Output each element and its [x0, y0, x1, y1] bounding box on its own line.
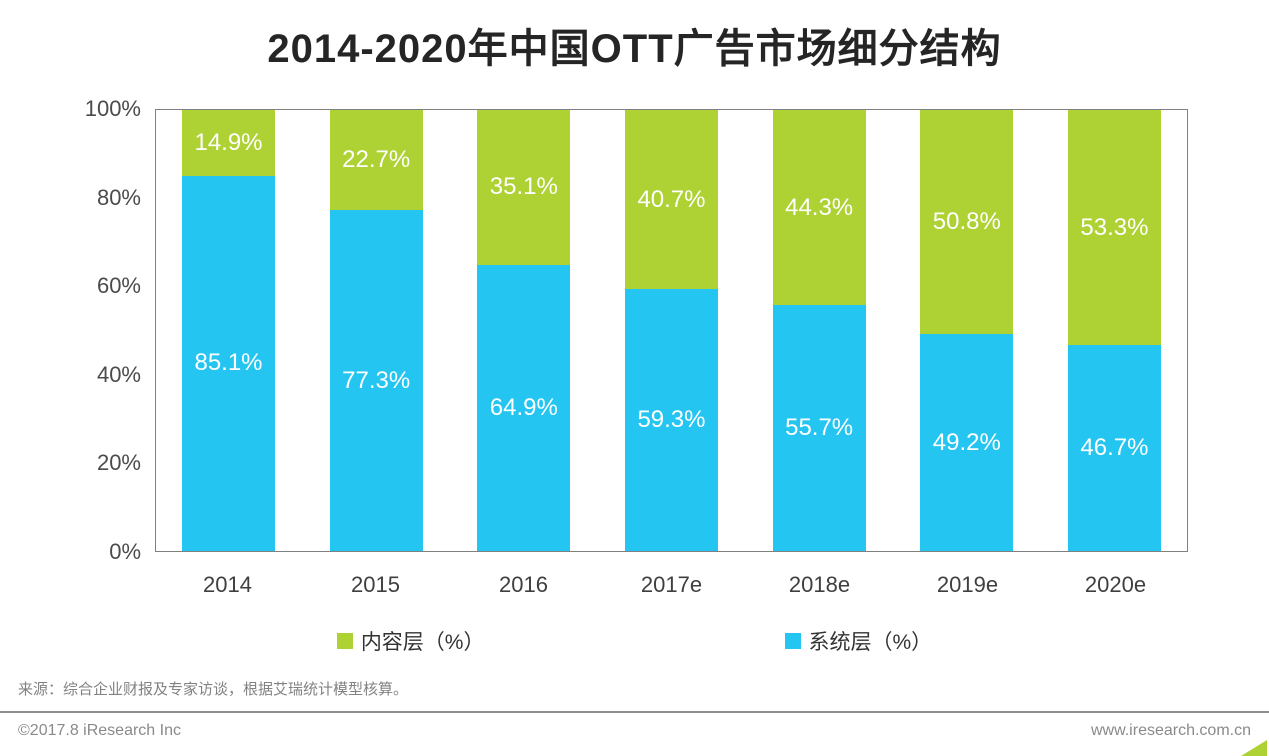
bar-value-label: 50.8% — [932, 208, 1001, 235]
bar-value-label: 14.9% — [194, 128, 263, 156]
x-tick-label: 2014 — [203, 572, 252, 597]
y-tick-label: 40% — [96, 361, 141, 387]
y-tick-label: 20% — [96, 450, 141, 476]
bar-value-label: 64.9% — [489, 393, 558, 421]
legend-item: 系统层（%） — [784, 626, 933, 656]
bar-value-label: 77.3% — [342, 366, 411, 394]
x-axis: 2014 2015 2016 2017e 2018e 2019e 2020e — [155, 572, 1188, 598]
legend: 内容层（%） 系统层（%） — [0, 626, 1269, 656]
bar-column: 22.7% 77.3% — [329, 110, 423, 551]
bar-segment: 77.3% — [329, 210, 423, 551]
bar-column: 53.3% 46.7% — [1067, 110, 1161, 551]
x-tick-label: 2016 — [499, 572, 548, 597]
x-tick-label: 2015 — [351, 572, 400, 597]
bar-segment: 55.7% — [772, 305, 866, 551]
y-tick-label: 60% — [96, 273, 141, 299]
legend-item: 内容层（%） — [336, 626, 485, 656]
y-tick-label: 100% — [84, 96, 141, 121]
bar-segment: 14.9% — [182, 110, 275, 176]
y-tick-label: 80% — [96, 184, 141, 210]
bar-segment: 50.8% — [920, 110, 1014, 335]
website-url: www.iresearch.com.cn — [1090, 722, 1251, 739]
bar-column: 14.9% 85.1% — [182, 110, 275, 551]
bar-segment: 49.2% — [920, 334, 1014, 551]
bar-value-label: 55.7% — [785, 414, 854, 442]
bar-segment: 64.9% — [477, 264, 571, 551]
bar-segment: 35.1% — [477, 110, 571, 265]
legend-label: 系统层（%） — [808, 631, 933, 654]
bar-value-label: 44.3% — [785, 193, 854, 221]
x-tick-label: 2020e — [1084, 572, 1147, 597]
y-tick-label: 0% — [109, 539, 141, 564]
bar-segment: 44.3% — [772, 110, 866, 306]
x-tick-label: 2019e — [936, 572, 999, 597]
legend-label: 内容层（%） — [360, 631, 485, 654]
bar-value-label: 53.3% — [1080, 213, 1149, 241]
bar-column: 35.1% 64.9% — [477, 110, 571, 551]
x-tick-label: 2018e — [788, 572, 851, 597]
bar-segment: 59.3% — [624, 289, 718, 551]
plot-area: 14.9% 85.1% 22.7% 77.3% 35.1% 64.9% 40.7% 59.3%… — [155, 109, 1188, 552]
x-tick-label: 2017e — [640, 572, 703, 597]
source-note: 来源：综合企业财报及专家访谈，根据艾瑞统计模型核算。 — [18, 681, 409, 698]
bar-value-label: 40.7% — [637, 185, 706, 213]
copyright-text: ©2017.8 iResearch Inc — [18, 722, 181, 739]
y-axis: 100% 80% 60% 40% 20% 0% — [0, 96, 141, 564]
bar-value-label: 59.3% — [637, 406, 706, 434]
bar-segment: 46.7% — [1067, 345, 1161, 551]
bar-segment: 22.7% — [329, 110, 423, 211]
legend-swatch — [784, 633, 801, 649]
chart-title: 2014-2020年中国OTT广告市场细分结构 — [267, 27, 1002, 71]
footer-divider — [0, 711, 1269, 713]
bar-value-label: 85.1% — [194, 349, 263, 377]
bar-column: 50.8% 49.2% — [920, 110, 1014, 551]
bar-segment: 53.3% — [1067, 110, 1161, 346]
bar-column: 44.3% 55.7% — [772, 110, 866, 551]
bar-value-label: 35.1% — [489, 173, 558, 201]
bar-value-label: 49.2% — [932, 428, 1001, 456]
bar-value-label: 22.7% — [342, 146, 411, 174]
bar-segment: 40.7% — [624, 110, 718, 290]
bar-value-label: 46.7% — [1080, 434, 1149, 462]
bar-column: 40.7% 59.3% — [624, 110, 718, 551]
corner-accent-shape — [1241, 740, 1267, 756]
bar-segment: 85.1% — [182, 175, 275, 551]
legend-swatch — [336, 633, 353, 649]
